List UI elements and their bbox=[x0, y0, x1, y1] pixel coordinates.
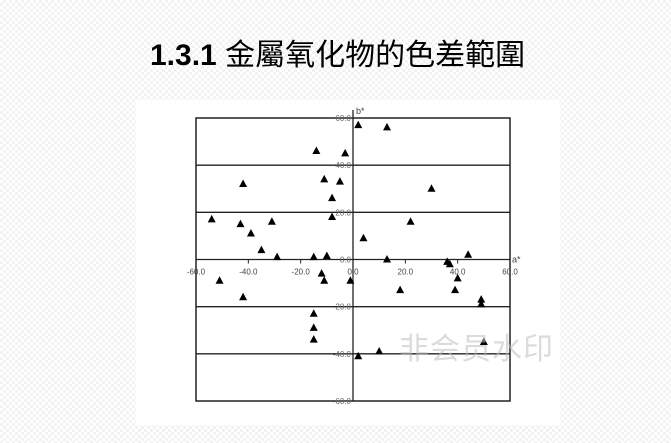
data-point bbox=[309, 335, 318, 343]
data-point bbox=[309, 309, 318, 317]
x-tick-label: 60.0 bbox=[502, 268, 518, 277]
data-point bbox=[207, 214, 216, 223]
data-point bbox=[267, 217, 276, 225]
x-tick-label: -60.0 bbox=[187, 268, 206, 277]
data-point bbox=[477, 299, 486, 308]
data-point bbox=[453, 273, 462, 282]
title-text: 金屬氧化物的色差範圍 bbox=[225, 39, 526, 72]
data-point bbox=[346, 276, 355, 284]
data-point bbox=[406, 217, 415, 225]
data-point bbox=[335, 177, 344, 185]
y-tick-label: -20.0 bbox=[333, 303, 352, 312]
y-tick-label: 0.0 bbox=[340, 256, 352, 265]
data-point bbox=[239, 179, 248, 188]
data-point bbox=[445, 259, 454, 268]
data-point bbox=[257, 245, 266, 254]
scatter-chart: -60.0 -40.0 -20.0 0.0 20.0 40.0 60.0 60.0 40.0 20… bbox=[187, 106, 521, 406]
data-point bbox=[328, 212, 337, 221]
data-point bbox=[312, 146, 321, 155]
slide-title: 1.3.1 金屬氧化物的色差範圍 bbox=[150, 30, 525, 74]
data-point bbox=[375, 346, 384, 355]
data-point bbox=[328, 193, 337, 202]
chart-image: -60.0 -40.0 -20.0 0.0 20.0 40.0 60.0 60.0 40.0 20… bbox=[136, 100, 560, 425]
data-point bbox=[320, 276, 329, 284]
data-point bbox=[396, 285, 405, 294]
y-tick-label: 40.0 bbox=[335, 161, 351, 170]
data-point bbox=[239, 292, 248, 301]
y-tick-label: -40.0 bbox=[333, 350, 352, 359]
x-tick-label: -20.0 bbox=[292, 268, 311, 277]
x-tick-label: 40.0 bbox=[450, 268, 466, 277]
data-point bbox=[317, 269, 326, 277]
data-point bbox=[383, 122, 392, 131]
x-tick-label: -40.0 bbox=[239, 268, 258, 277]
data-point bbox=[322, 251, 331, 259]
data-point bbox=[309, 252, 318, 261]
data-point bbox=[427, 184, 436, 192]
y-tick-label: 60.0 bbox=[335, 114, 351, 123]
data-point bbox=[215, 276, 224, 284]
data-point bbox=[479, 337, 488, 346]
data-point bbox=[354, 120, 363, 129]
data-point bbox=[273, 252, 282, 261]
watermark: 非会员水印 bbox=[399, 333, 554, 366]
data-point bbox=[320, 174, 329, 183]
data-point bbox=[309, 323, 318, 331]
data-point bbox=[359, 233, 368, 242]
y-axis-label: b* bbox=[356, 106, 365, 116]
x-tick-label: 0.0 bbox=[347, 268, 359, 277]
data-point bbox=[451, 285, 460, 294]
x-axis-label: a* bbox=[512, 255, 521, 265]
data-point bbox=[236, 219, 245, 228]
data-point bbox=[383, 255, 392, 263]
y-tick-label: -60.0 bbox=[333, 397, 352, 406]
title-number: 1.3.1 bbox=[150, 39, 217, 72]
data-point bbox=[246, 229, 255, 237]
data-point bbox=[341, 148, 350, 157]
data-point bbox=[354, 351, 363, 360]
data-point bbox=[477, 295, 486, 303]
data-point bbox=[464, 250, 473, 258]
x-tick-label: 20.0 bbox=[398, 268, 414, 277]
y-tick-label: 20.0 bbox=[335, 208, 351, 217]
